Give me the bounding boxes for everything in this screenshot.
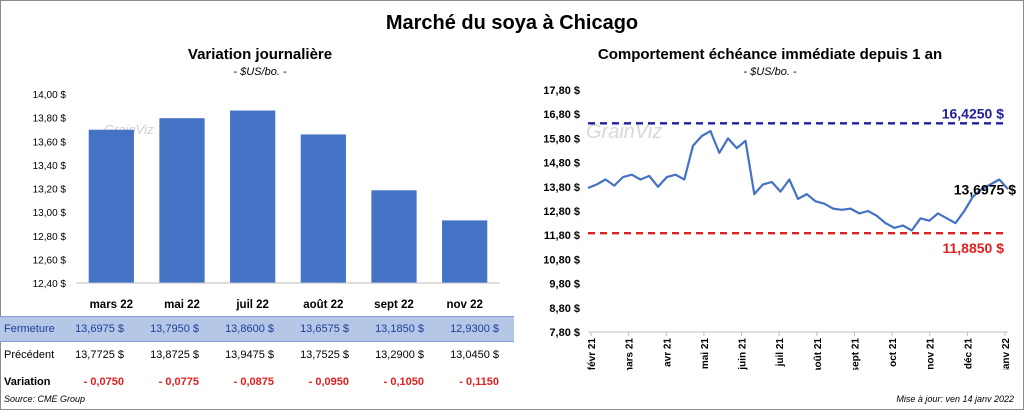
series-line: [587, 129, 1009, 232]
y-tick-label: 12,80 $: [33, 232, 67, 243]
x-tick-label: avr 21: [662, 338, 673, 367]
row-label: Variation: [4, 376, 51, 388]
source-note: Source: CME Group: [4, 394, 86, 404]
watermark-text: GrainViz: [586, 121, 662, 143]
x-tick-label: sept 21: [850, 338, 861, 370]
y-tick-label: 13,20 $: [33, 185, 67, 196]
x-tick-label: août 21: [813, 338, 824, 370]
x-tick-label: nov 21: [926, 338, 937, 370]
y-tick-label: 13,80 $: [543, 182, 580, 194]
y-tick-label: 7,80 $: [549, 327, 580, 339]
table-cell: - 0,0875: [233, 376, 274, 388]
x-tick-label: juil 21: [775, 338, 786, 368]
y-tick-label: 13,60 $: [33, 137, 67, 148]
table-cell: - 0,1050: [383, 376, 424, 388]
x-tick-label: janv 22: [1001, 338, 1012, 370]
table-cell: 13,7725 $: [75, 349, 124, 361]
table-cell: 12,9300 $: [450, 323, 499, 335]
table-cell: 13,0450 $: [450, 349, 499, 361]
table-cell: - 0,0750: [83, 376, 124, 388]
x-tick-label: mars 22: [90, 299, 133, 311]
table-cell: - 0,1150: [459, 376, 499, 388]
right-chart-title: Comportement échéance immédiate depuis 1…: [597, 46, 943, 63]
table-cell: 13,7525 $: [300, 349, 349, 361]
bar: [230, 110, 276, 283]
x-tick-label: oct 21: [888, 338, 899, 367]
left-chart-title: Variation journalière: [187, 46, 333, 63]
y-tick-label: 10,80 $: [543, 254, 580, 266]
table-cell: 13,9475 $: [225, 349, 274, 361]
table-cell: 13,8725 $: [150, 349, 199, 361]
y-tick-label: 13,80 $: [33, 114, 67, 125]
right-chart-subtitle: - $US/bo. -: [743, 66, 797, 78]
table-row-variation: Variation - 0,0750 - 0,0775 - 0,0875 - 0…: [0, 370, 514, 394]
x-tick-label: mai 21: [700, 338, 711, 370]
table-cell: 13,1850 $: [375, 323, 424, 335]
page-title: Marché du soya à Chicago: [385, 12, 639, 34]
table-row-close: Fermeture 13,6975 $ 13,7950 $ 13,8600 $ …: [0, 316, 514, 342]
table-cell: 13,8600 $: [225, 323, 274, 335]
x-tick-label: août 22: [303, 299, 343, 311]
y-tick-label: 17,80 $: [543, 85, 580, 97]
y-tick-label: 8,80 $: [549, 303, 580, 315]
high-value-label: 16,4250 $: [942, 105, 1004, 121]
x-tick-label: juin 21: [738, 338, 749, 370]
table-row-previous: Précédent 13,7725 $ 13,8725 $ 13,9475 $ …: [0, 343, 514, 367]
y-tick-label: 11,80 $: [544, 230, 580, 242]
row-label: Précédent: [4, 349, 55, 361]
y-tick-label: 12,80 $: [543, 206, 580, 218]
y-tick-label: 15,80 $: [543, 133, 580, 145]
table-cell: - 0,0950: [308, 376, 349, 388]
bar: [371, 190, 417, 283]
x-tick-label: mars 21: [625, 338, 636, 370]
x-tick-label: sept 22: [374, 299, 414, 311]
x-tick-label: mai 22: [164, 299, 200, 311]
y-tick-label: 9,80 $: [549, 279, 580, 291]
y-tick-label: 12,40 $: [33, 279, 67, 290]
last-value-label: 13,6975 $: [954, 181, 1016, 197]
y-tick-label: 14,00 $: [33, 90, 67, 101]
bar: [159, 118, 205, 283]
low-value-label: 11,8850 $: [942, 240, 1004, 256]
y-tick-label: 16,80 $: [543, 109, 580, 121]
update-note: Mise à jour: ven 14 janv 2022: [896, 394, 1014, 404]
x-tick-label: févr 21: [587, 338, 598, 370]
table-cell: 13,2900 $: [375, 349, 424, 361]
row-label: Fermeture: [4, 323, 55, 335]
left-chart-subtitle: - $US/bo. -: [233, 66, 287, 78]
bar: [88, 129, 134, 283]
y-tick-label: 13,00 $: [33, 208, 67, 219]
y-tick-label: 14,80 $: [543, 158, 580, 170]
table-cell: 13,7950 $: [150, 323, 199, 335]
y-tick-label: 13,40 $: [33, 161, 67, 172]
bar: [442, 220, 488, 283]
x-tick-label: déc 21: [963, 338, 974, 370]
table-cell: - 0,0775: [158, 376, 199, 388]
table-cell: 13,6975 $: [75, 323, 124, 335]
x-tick-label: juil 22: [235, 299, 269, 311]
bar: [300, 134, 346, 283]
y-tick-label: 12,60 $: [33, 255, 67, 266]
x-tick-label: nov 22: [446, 299, 482, 311]
table-cell: 13,6575 $: [300, 323, 349, 335]
line-chart: GrainViz 7,80 $ 8,80 $ 9,80 $ 10,80 $ 11,80 $…: [543, 85, 1016, 370]
